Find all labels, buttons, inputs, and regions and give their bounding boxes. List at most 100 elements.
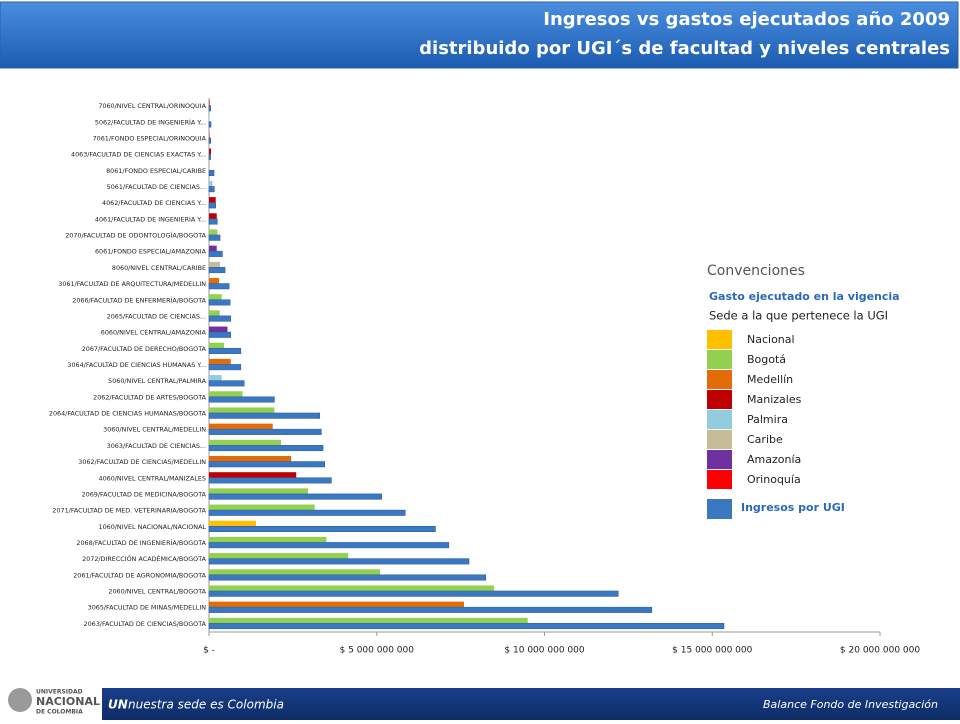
bar-gasto <box>209 617 528 624</box>
bar-gasto <box>209 488 308 494</box>
y-tick-label: 2069/FACULTAD DE MEDICINA/BOGOTA <box>82 490 207 498</box>
bar-gasto <box>209 261 221 268</box>
y-tick-label: 3063/FACULTAD DE CIENCIAS... <box>107 442 206 450</box>
y-tick-label: 4061/FACULTAD DE INGENIERIA Y... <box>95 215 206 223</box>
bar-ingresos <box>208 574 487 581</box>
bar-ingresos <box>208 186 215 193</box>
bar-ingresos <box>208 364 242 371</box>
y-tick-label: 2060/NIVEL CENTRAL/BOGOTA <box>108 588 206 596</box>
legend-label: Orinoquía <box>747 473 801 486</box>
bar-ingresos <box>208 396 275 403</box>
bar-gasto <box>209 213 217 219</box>
y-tick-label: 2065/FACULTAD DE CIENCIAS... <box>107 312 206 320</box>
legend-label: Caribe <box>747 433 783 446</box>
y-tick-label: 2062/FACULTAD DE ARTES/BOGOTA <box>93 393 206 401</box>
bar-ingresos <box>208 525 436 532</box>
bar-ingresos <box>208 509 406 516</box>
y-tick-label: 1060/NIVEL NACIONAL/NACIONAL <box>99 523 207 531</box>
bar-ingresos <box>208 590 619 597</box>
x-tick-label: $ 20 000 000 000 <box>840 646 920 656</box>
y-tick-label: 5060/NIVEL CENTRAL/PALMIRA <box>108 377 206 385</box>
logo-text: UNIVERSIDAD <box>36 689 83 696</box>
bar-ingresos <box>208 202 216 209</box>
y-tick-label: 6060/NIVEL CENTRAL/AMAZONIA <box>101 329 207 337</box>
bar-ingresos <box>208 606 653 613</box>
footer-brand: UN <box>108 698 128 712</box>
bar-ingresos <box>208 121 212 128</box>
y-tick-label: 2070/FACULTAD DE ODONTOLOGÍA/BOGOTA <box>65 231 206 240</box>
y-tick-label: 8060/NIVEL CENTRAL/CARIBE <box>112 264 206 272</box>
y-tick-label: 5061/FACULTAD DE CIENCIAS... <box>107 183 206 191</box>
bar-ingresos <box>208 380 245 387</box>
y-tick-label: 2061/FACULTAD DE AGRONOMIA/BOGOTA <box>73 571 206 579</box>
y-tick-label: 6061/FONDO ESPECIAL/AMAZONIA <box>95 248 207 256</box>
bar-ingresos <box>208 412 320 419</box>
legend-label: Nacional <box>747 333 795 346</box>
legend-swatch <box>707 390 732 409</box>
bar-gasto <box>209 375 222 381</box>
bar-gasto <box>209 148 212 155</box>
bar-gasto <box>209 310 220 316</box>
bar-ingresos <box>208 542 450 549</box>
legend-swatch <box>707 499 732 519</box>
bar-gasto <box>209 423 273 430</box>
y-tick-label: 2063/FACULTAD DE CIENCIAS/BOGOTA <box>84 620 207 628</box>
bar-ingresos <box>208 477 332 484</box>
bar-ingresos <box>208 283 230 290</box>
bar-gasto <box>209 326 228 333</box>
y-tick-label: 3064/FACULTAD DE CIENCIAS HUMANAS Y... <box>67 361 206 369</box>
x-tick-label: $ 5 000 000 000 <box>340 646 415 656</box>
bar-ingresos <box>208 461 325 468</box>
legend-swatch <box>707 410 732 429</box>
legend-swatch <box>707 330 732 349</box>
x-tick-label: $ 15 000 000 000 <box>672 646 752 656</box>
bar-gasto <box>209 132 210 138</box>
bar-ingresos <box>208 493 383 500</box>
legend-label: Amazonía <box>747 453 801 466</box>
legend-heading: Sede a la que pertenece la UGI <box>709 309 888 323</box>
logo-emblem <box>8 688 32 712</box>
bar-gasto <box>209 278 220 284</box>
y-tick-label: 3065/FACULTAD DE MINAS/MEDELLIN <box>88 604 207 612</box>
y-tick-label: 2066/FACULTAD DE ENFERMERÍA/BOGOTA <box>72 295 206 304</box>
bar-gasto <box>209 229 218 235</box>
legend-label: Manizales <box>747 393 802 406</box>
bar-gasto <box>209 116 210 122</box>
y-tick-label: 3061/FACULTAD DE ARQUITECTURA/MEDELLIN <box>58 280 206 288</box>
bar-gasto <box>209 504 315 511</box>
bar-ingresos <box>208 267 226 274</box>
y-tick-label: 3062/FACULTAD DE CIENCIAS/MEDELLIN <box>78 458 206 466</box>
bar-gasto <box>209 585 495 591</box>
subtitle: distribuido por UGI´s de facultad y nive… <box>419 38 950 59</box>
y-tick-label: 2072/DIRECCIÓN ACADÉMICA/BOGOTA <box>82 554 206 563</box>
y-tick-label: 7060/NIVEL CENTRAL/ORINOQUIA <box>98 102 206 110</box>
legend-swatch <box>707 370 732 389</box>
chart-area <box>0 88 960 660</box>
legend-series: Gasto ejecutado en la vigencia <box>709 290 900 303</box>
bar-ingresos <box>208 331 232 338</box>
bar-gasto <box>209 472 297 478</box>
y-tick-label: 2067/FACULTAD DE DERECHO/BOGOTA <box>82 345 207 353</box>
bar-gasto <box>209 407 275 413</box>
bar-ingresos <box>208 153 211 160</box>
y-tick-label: 2064/FACULTAD DE CIENCIAS HUMANAS/BOGOTA <box>49 410 207 418</box>
bar-ingresos <box>208 315 232 322</box>
y-tick-label: 3060/NIVEL CENTRAL/MEDELLIN <box>103 426 206 434</box>
bar-gasto <box>209 569 381 575</box>
bar-ingresos <box>208 218 218 225</box>
header-bar <box>0 1 959 69</box>
bar-gasto <box>209 456 292 462</box>
y-tick-label: 7061/FONDO ESPECIAL/ORINOQUIA <box>93 134 207 142</box>
legend-swatch <box>707 470 732 489</box>
title: Ingresos vs gastos ejecutados año 2009 <box>543 9 950 30</box>
bar-ingresos <box>208 169 215 176</box>
bar-gasto <box>209 180 213 187</box>
bar-ingresos <box>208 428 322 435</box>
bar-ingresos <box>208 558 470 565</box>
logo-text: DE COLOMBIA <box>36 709 83 716</box>
bar-ingresos <box>208 347 242 354</box>
legend-label: Palmira <box>747 413 788 426</box>
bar-gasto <box>209 536 327 543</box>
legend-label: Medellín <box>747 373 793 386</box>
